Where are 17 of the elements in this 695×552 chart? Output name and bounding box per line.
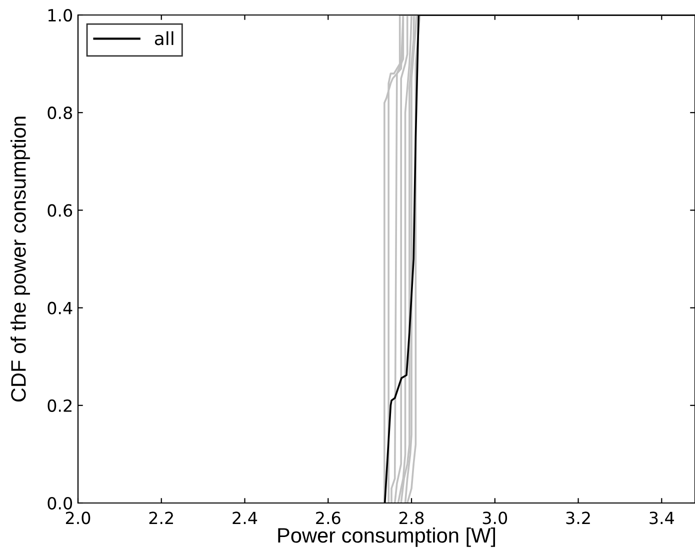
x-tick-label: 2.4 xyxy=(232,512,258,524)
y-tick-label: 0.8 xyxy=(48,106,72,120)
x-tick-label: 3.4 xyxy=(650,512,674,524)
x-tick-label: 3.2 xyxy=(566,512,590,524)
y-tick-label: 0.2 xyxy=(48,399,72,412)
x-tick-label: 2.6 xyxy=(316,512,340,524)
x-axis-title: Power consumption [W] xyxy=(278,527,496,547)
legend-label: all xyxy=(154,31,174,46)
y-tick-label: 0.6 xyxy=(48,204,72,217)
x-tick-label: 2.8 xyxy=(399,512,424,524)
y-tick-label: 1.0 xyxy=(48,8,72,22)
x-tick-label: 3.0 xyxy=(482,512,508,524)
y-tick-label: 0.0 xyxy=(48,496,72,510)
y-tick-label: 0.4 xyxy=(48,302,72,314)
y-axis-title: CDF of the power consumption xyxy=(10,116,30,402)
x-tick-label: 2.0 xyxy=(66,512,90,524)
x-tick-label: 2.2 xyxy=(149,512,173,524)
